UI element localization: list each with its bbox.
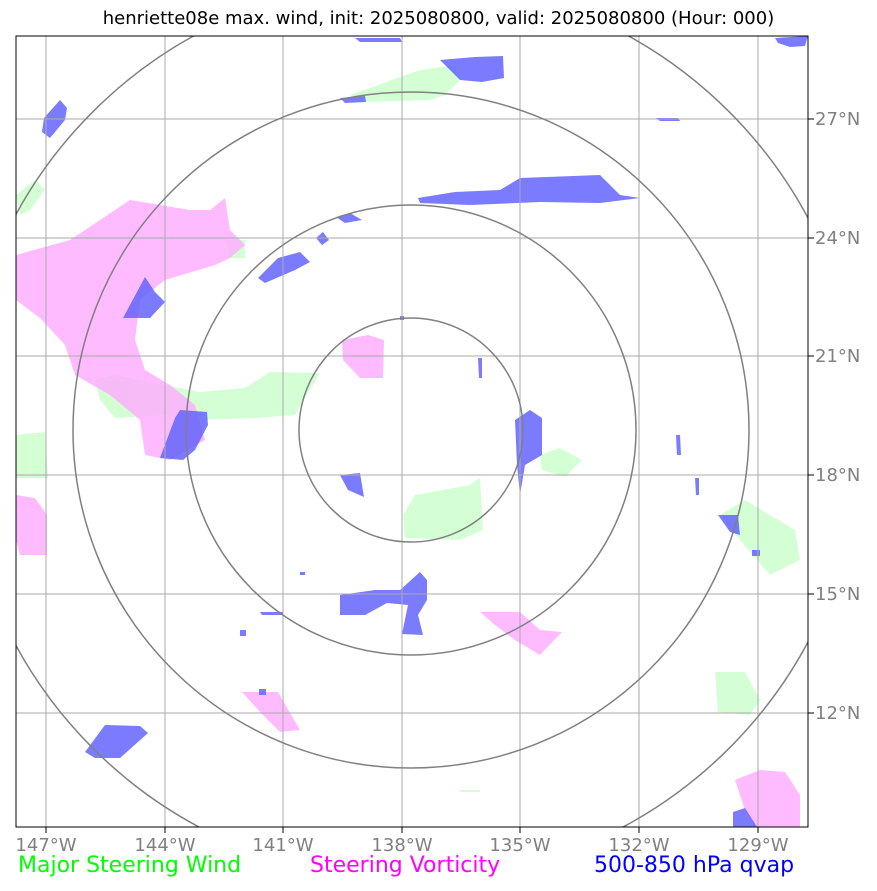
legend-steering-vorticity: Steering Vorticity [310,853,501,878]
graticule [16,36,808,827]
map-plot-area [16,36,808,827]
lat-labels: 27°N 24°N 21°N 18°N 15°N 12°N [815,109,860,724]
lat-label: 27°N [815,109,860,130]
range-rings [16,36,808,827]
lon-labels: 147°W 144°W 141°W 138°W 135°W 132°W 129°… [15,835,788,856]
legend-qvap: 500-850 hPa qvap [594,853,795,878]
qvap-layer [42,36,808,827]
lon-label: 129°W [727,835,788,856]
lon-label: 141°W [252,835,313,856]
lat-label: 12°N [815,703,860,724]
lon-label: 138°W [371,835,432,856]
map-title: henriette08e max. wind, init: 2025080800… [102,8,775,29]
lat-label: 21°N [815,346,860,367]
lon-label: 135°W [489,835,550,856]
lon-label: 144°W [134,835,195,856]
lon-label: 132°W [608,835,669,856]
lat-label: 24°N [815,228,860,249]
legend-steering-wind: Major Steering Wind [18,853,242,878]
plot-frame [15,35,809,828]
lat-label: 18°N [815,465,860,486]
lat-label: 15°N [815,584,860,605]
tick-marks [45,118,814,833]
lon-label: 147°W [15,835,76,856]
steering-vorticity-layer [16,198,800,827]
